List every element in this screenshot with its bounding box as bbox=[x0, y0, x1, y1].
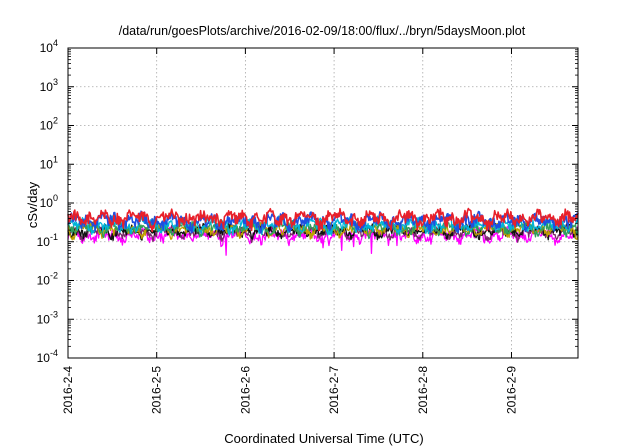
y-tick-exponent: 1 bbox=[53, 154, 58, 164]
y-tick-base: 10 bbox=[40, 196, 54, 210]
y-tick-base: 10 bbox=[40, 41, 54, 55]
y-tick-label: 10-4 bbox=[37, 348, 58, 365]
y-tick-exponent: -1 bbox=[50, 232, 58, 242]
y-tick-base: 10 bbox=[37, 274, 51, 288]
y-tick-exponent: 4 bbox=[53, 38, 58, 48]
x-tick-label: 2016-2-6 bbox=[238, 366, 252, 414]
y-tick-label: 10-2 bbox=[37, 271, 58, 288]
y-tick-label: 10-1 bbox=[37, 232, 58, 249]
x-tick-label: 2016-2-9 bbox=[504, 366, 518, 414]
series-line bbox=[67, 207, 579, 233]
y-tick-exponent: 3 bbox=[53, 77, 58, 87]
x-tick-label: 2016-2-7 bbox=[327, 366, 341, 414]
y-tick-label: 103 bbox=[40, 77, 58, 94]
series-line bbox=[67, 221, 579, 242]
y-tick-label: 10-3 bbox=[37, 309, 58, 326]
y-tick-exponent: 2 bbox=[53, 116, 58, 126]
grid bbox=[68, 48, 578, 358]
y-tick-exponent: -2 bbox=[50, 271, 58, 281]
y-tick-label: 104 bbox=[40, 38, 58, 55]
y-tick-base: 10 bbox=[40, 119, 54, 133]
y-tick-base: 10 bbox=[40, 80, 54, 94]
x-axis-label: Coordinated Universal Time (UTC) bbox=[224, 431, 423, 446]
axes bbox=[67, 47, 579, 359]
y-tick-label: 101 bbox=[40, 154, 58, 171]
y-tick-label: 100 bbox=[40, 193, 58, 210]
x-tick-label: 2016-2-8 bbox=[416, 366, 430, 414]
y-tick-base: 10 bbox=[40, 157, 54, 171]
y-tick-base: 10 bbox=[37, 235, 51, 249]
x-tick-labels: 2016-2-4 2016-2-5 2016-2-6 2016-2-7 2016-2-8… bbox=[61, 366, 518, 414]
x-tick-label: 2016-2-4 bbox=[61, 366, 75, 414]
y-tick-label: 102 bbox=[40, 116, 58, 133]
y-axis-label: cSv/day bbox=[25, 181, 40, 228]
y-tick-exponent: 0 bbox=[53, 193, 58, 203]
y-tick-exponent: -3 bbox=[50, 309, 58, 319]
y-tick-base: 10 bbox=[37, 351, 51, 365]
data-series-group bbox=[67, 207, 579, 256]
plot-frame bbox=[67, 47, 579, 359]
x-tick-label: 2016-2-5 bbox=[150, 366, 164, 414]
y-tick-base: 10 bbox=[37, 312, 51, 326]
chart-title: /data/run/goesPlots/archive/2016-02-09/1… bbox=[119, 24, 526, 38]
y-tick-exponent: -4 bbox=[50, 348, 58, 358]
